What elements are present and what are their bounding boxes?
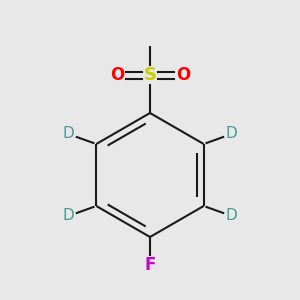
Text: F: F — [144, 256, 156, 274]
Text: D: D — [62, 208, 74, 224]
Text: D: D — [226, 127, 238, 142]
Text: O: O — [176, 66, 190, 84]
Text: D: D — [62, 127, 74, 142]
Text: D: D — [226, 208, 238, 224]
Text: S: S — [143, 66, 157, 84]
Text: O: O — [110, 66, 124, 84]
